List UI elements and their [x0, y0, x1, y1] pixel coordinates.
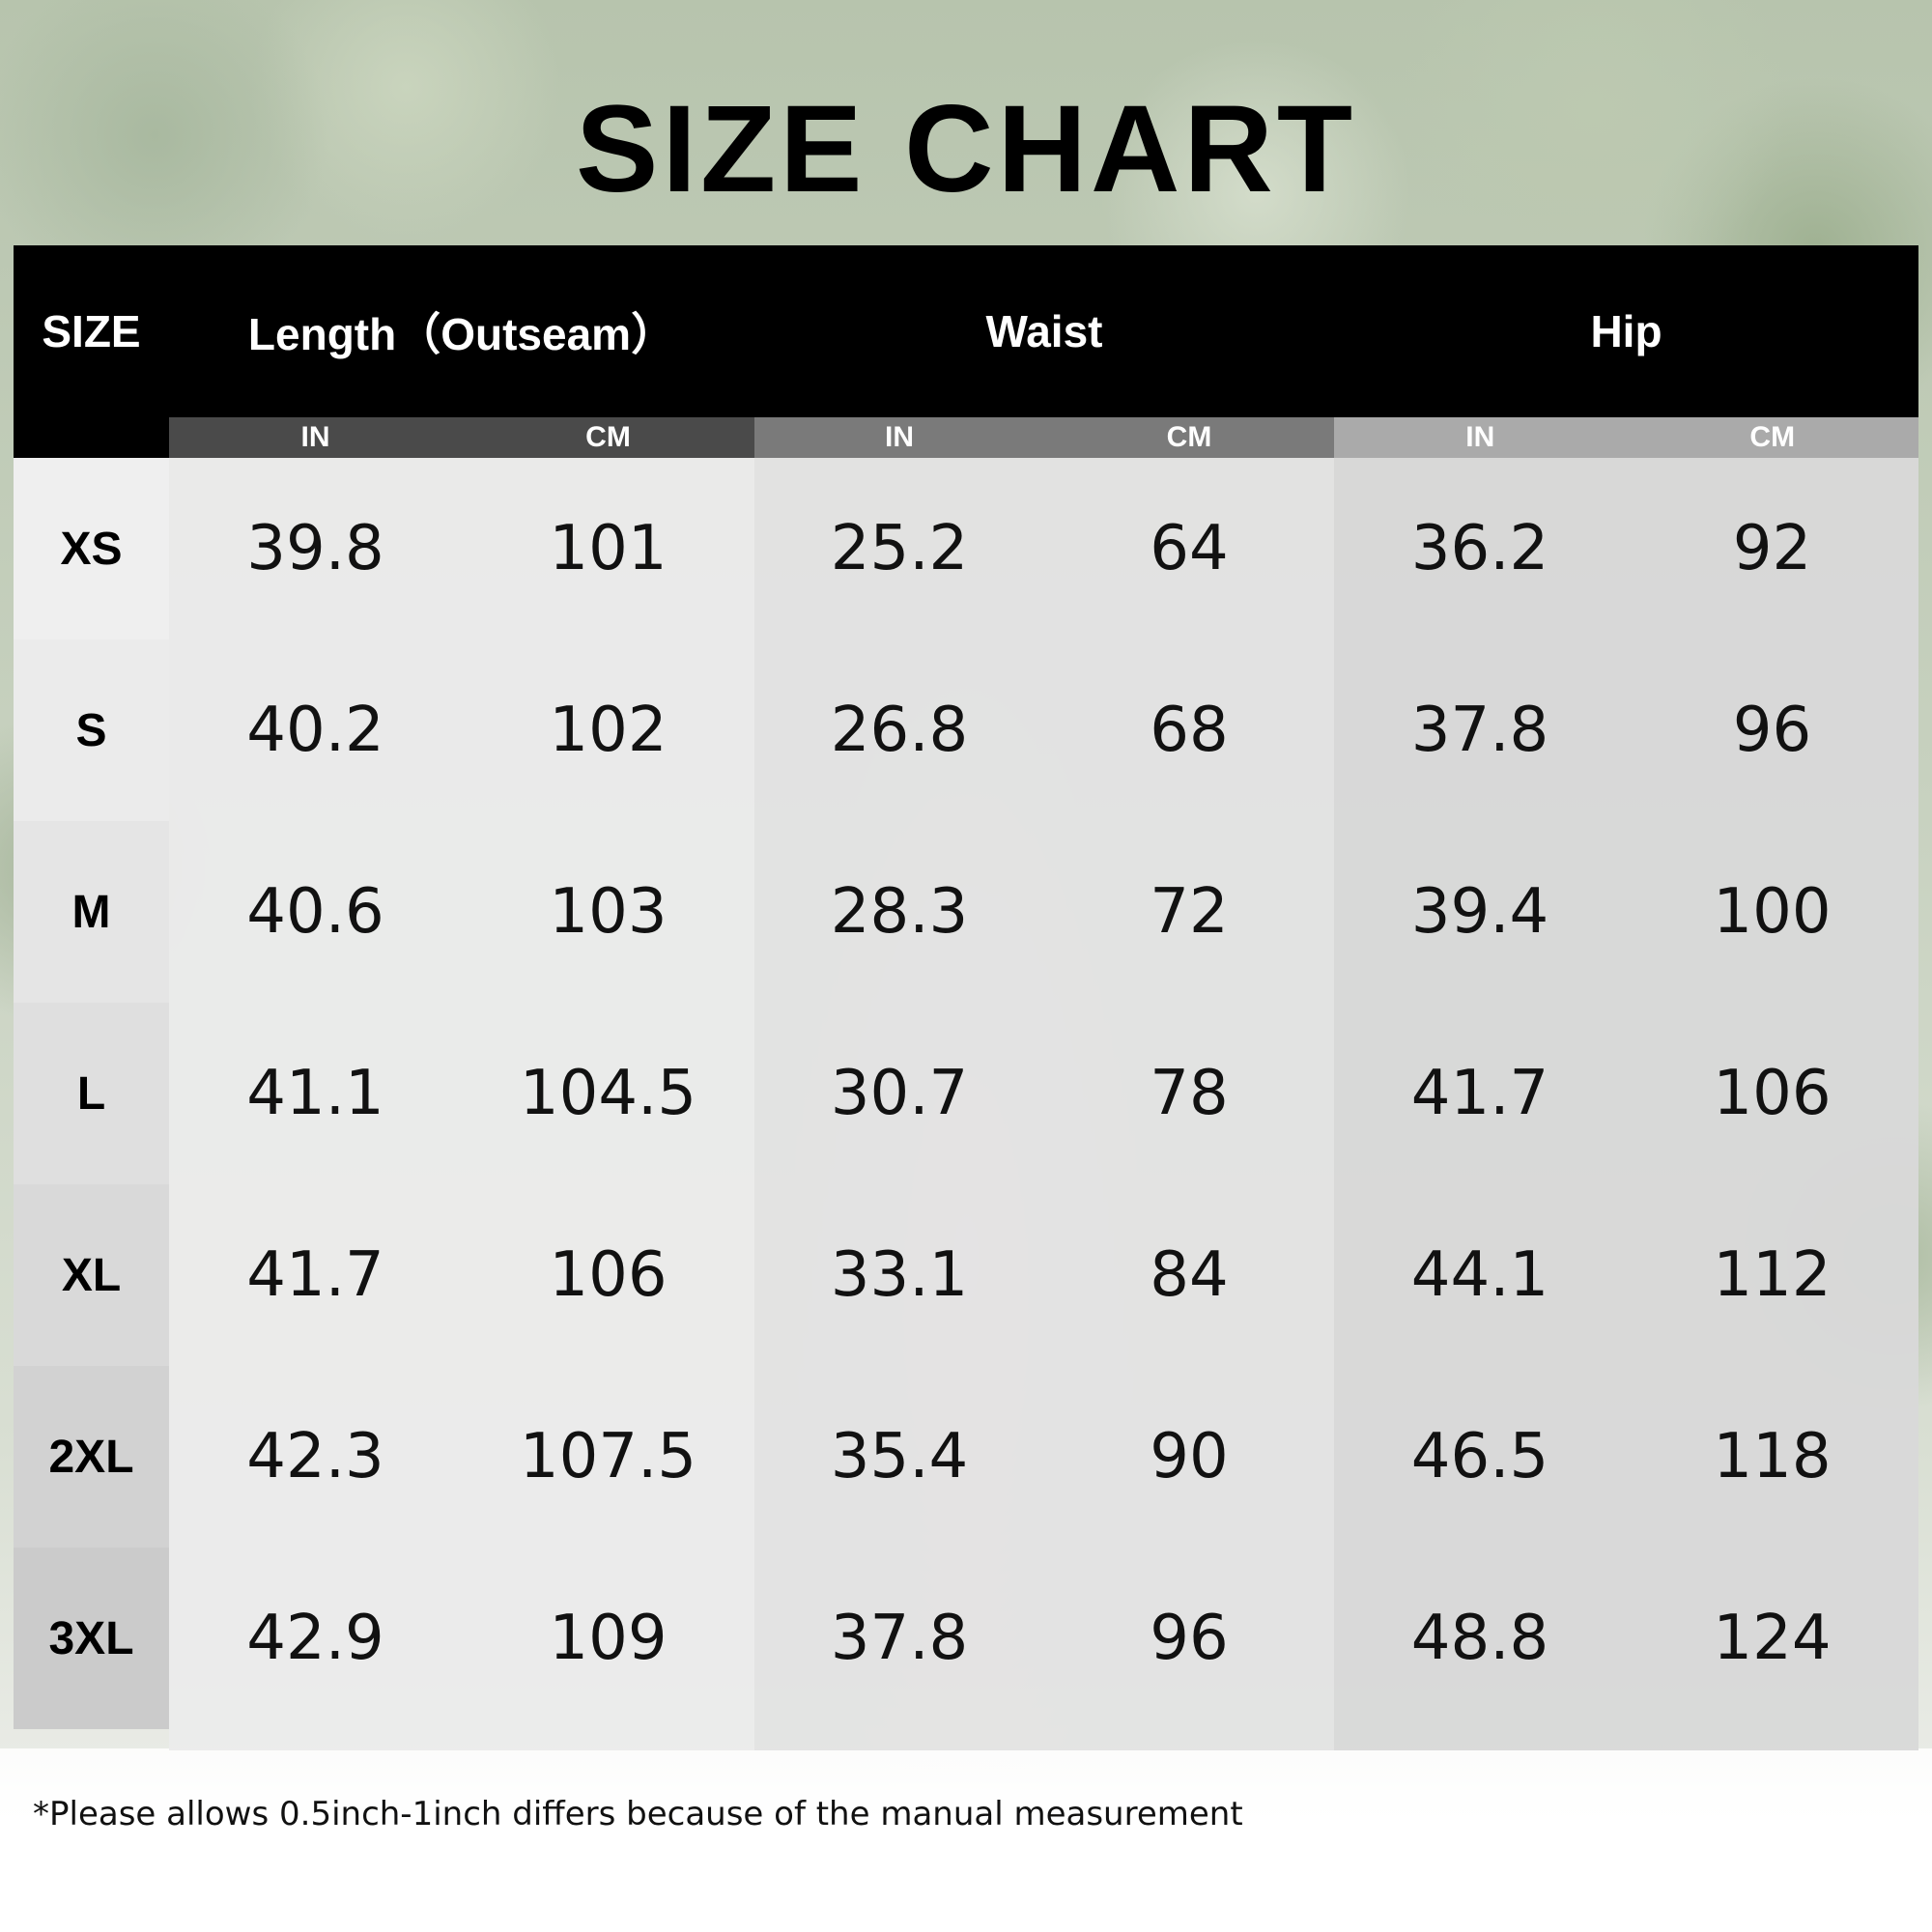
hip-in-value: 37.8: [1410, 695, 1549, 766]
hip-subheader: IN CM: [1334, 417, 1918, 458]
waist-in-value: 33.1: [830, 1239, 969, 1311]
header-size: SIZE: [42, 306, 141, 356]
waist-in-value: 35.4: [830, 1421, 969, 1492]
length-cm-value: 109: [549, 1603, 668, 1674]
hip-cm-value: 112: [1713, 1239, 1832, 1311]
size-label: 3XL: [14, 1548, 169, 1729]
hip-cm-value: 100: [1713, 876, 1832, 948]
size-label: 2XL: [14, 1366, 169, 1548]
hip-in-value: 48.8: [1410, 1603, 1549, 1674]
hip-cm-value: 106: [1713, 1058, 1832, 1129]
waist-in-value: 28.3: [830, 876, 969, 948]
table-header: SIZE Length（Outseam） Waist Hip: [14, 245, 1918, 417]
hip-cm-label: CM: [1749, 421, 1796, 453]
length-in-value: 41.7: [246, 1239, 384, 1311]
header-waist: Waist: [985, 306, 1103, 356]
length-in-value: 40.6: [246, 876, 384, 948]
length-cm-value: 102: [549, 695, 668, 766]
measurement-note: *Please allows 0.5inch-1inch differs bec…: [33, 1795, 1243, 1833]
size-label: XL: [14, 1184, 169, 1366]
background-fade: [0, 1748, 1932, 1932]
waist-cm-value: 96: [1150, 1603, 1229, 1674]
hip-cm-value: 92: [1732, 513, 1812, 584]
waist-cm-value: 90: [1150, 1421, 1229, 1492]
hip-in-value: 46.5: [1410, 1421, 1549, 1492]
hip-in-value: 44.1: [1410, 1239, 1549, 1311]
hip-cm-value: 118: [1713, 1421, 1832, 1492]
size-label: L: [14, 1003, 169, 1184]
length-cm-label: CM: [585, 421, 631, 453]
waist-subheader: IN CM: [754, 417, 1334, 458]
length-in-value: 42.9: [246, 1603, 384, 1674]
waist-cm-value: 64: [1150, 513, 1229, 584]
waist-cm-value: 78: [1150, 1058, 1229, 1129]
length-in-value: 39.8: [246, 513, 384, 584]
length-in-value: 41.1: [246, 1058, 384, 1129]
waist-in-value: 30.7: [830, 1058, 969, 1129]
hip-in-value: 39.4: [1410, 876, 1549, 948]
hip-column: [1334, 458, 1918, 1750]
size-table: SIZE Length（Outseam） Waist Hip IN CM IN …: [14, 245, 1918, 1750]
length-subheader: IN CM: [169, 417, 754, 458]
hip-in-value: 36.2: [1410, 513, 1549, 584]
waist-cm-value: 84: [1150, 1239, 1229, 1311]
waist-cm-label: CM: [1166, 421, 1212, 453]
length-cm-value: 107.5: [519, 1421, 697, 1492]
waist-in-label: IN: [885, 421, 914, 453]
waist-in-value: 25.2: [830, 513, 969, 584]
length-column: [169, 458, 754, 1750]
length-cm-value: 106: [549, 1239, 668, 1311]
size-label: XS: [14, 458, 169, 639]
waist-cm-value: 68: [1150, 695, 1229, 766]
length-in-label: IN: [300, 421, 330, 453]
waist-in-value: 37.8: [830, 1603, 969, 1674]
header-length: Length（Outseam）: [247, 309, 676, 359]
hip-in-value: 41.7: [1410, 1058, 1549, 1129]
size-label: M: [14, 821, 169, 1003]
hip-cm-value: 124: [1713, 1603, 1832, 1674]
length-cm-value: 101: [549, 513, 668, 584]
header-hip: Hip: [1590, 306, 1662, 356]
length-cm-value: 104.5: [519, 1058, 697, 1129]
length-cm-value: 103: [549, 876, 668, 948]
waist-in-value: 26.8: [830, 695, 969, 766]
length-in-value: 42.3: [246, 1421, 384, 1492]
size-subheader-filler: [14, 417, 169, 458]
size-label: S: [14, 639, 169, 821]
length-in-value: 40.2: [246, 695, 384, 766]
hip-cm-value: 96: [1732, 695, 1812, 766]
waist-column: [754, 458, 1334, 1750]
page-title: SIZE CHART: [576, 80, 1356, 218]
waist-cm-value: 72: [1150, 876, 1229, 948]
hip-in-label: IN: [1465, 421, 1495, 453]
